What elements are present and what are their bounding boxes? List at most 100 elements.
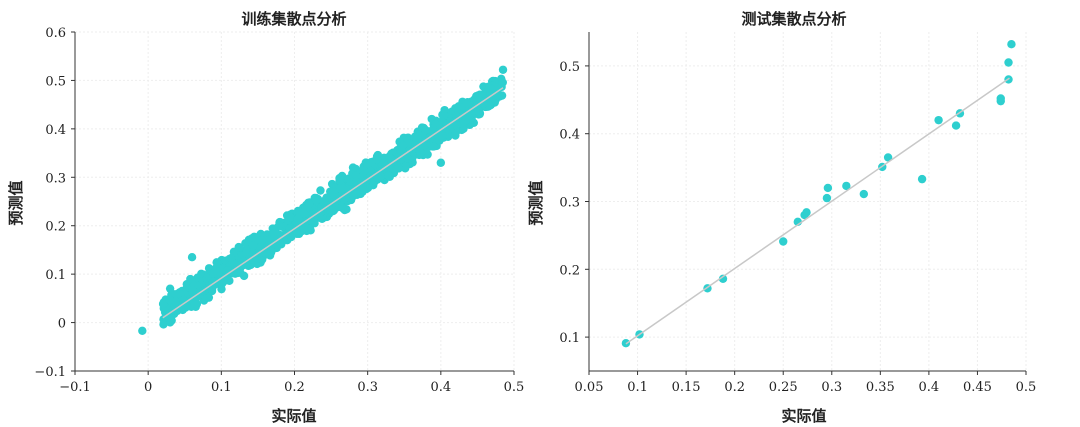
test-point [917,174,927,184]
train-reference-line-group [162,87,504,319]
test-grid [588,32,1027,371]
train-point [403,154,412,163]
test-point [1007,40,1016,49]
train-y-tick-label-2: 0.1 [45,268,66,283]
train-point [257,235,267,245]
test-chart-title: 测试集散点分析 [741,10,846,28]
train-point [338,184,348,193]
train-point [167,316,176,325]
test-points-group [621,40,1016,348]
train-point [165,284,175,293]
test-ticks: 0.05 0.1 0.15 0.2 0.25 0.3 0.35 0.4 0.45 0.5 0.1 0.… [559,60,1036,395]
train-point [421,125,430,135]
train-point [410,133,420,142]
train-point [359,166,369,176]
train-point [385,153,395,162]
train-point [484,84,494,93]
train-point [335,176,344,185]
train-point [438,130,447,140]
train-point [351,171,361,180]
test-x-tick-label-0: 0.05 [575,380,604,395]
train-point [498,78,507,87]
train-point [316,186,325,195]
test-y-tick-label-4: 0.5 [559,60,580,75]
test-point [823,183,833,193]
train-x-tick-label-1: 0 [144,380,152,395]
test-x-tick-label-6: 0.35 [866,380,895,395]
train-point [241,239,250,248]
test-reference-line-group [625,77,1010,345]
train-ticks: −0.1 0 0.1 0.2 0.3 0.4 0.5 −0.1 0 0.1 0.2 0.3 0.4 0.5… [34,26,524,395]
test-x-tick-label-4: 0.25 [769,380,798,395]
train-x-tick-label-0: −0.1 [59,380,91,395]
test-x-tick-label-5: 0.3 [821,380,842,395]
train-y-tick-label-4: 0.3 [45,171,66,186]
test-point [718,274,728,283]
test-point [934,115,943,125]
test-point [859,189,869,199]
train-point [178,295,187,304]
test-point [951,121,961,130]
train-point [138,326,147,336]
train-point [229,268,238,277]
test-point [1004,58,1013,67]
train-point [158,299,168,309]
train-point [498,65,508,74]
train-point [351,177,361,187]
train-point [416,148,425,157]
train-point [401,162,410,171]
train-point [348,163,358,172]
train-grid [74,31,515,372]
train-y-tick-label-7: 0.6 [45,26,66,41]
train-point [199,296,209,305]
train-point [293,214,303,224]
test-x-axis-label: 实际值 [781,407,826,425]
train-point [451,131,460,140]
train-point [306,216,315,225]
test-x-tick-label-9: 0.5 [1016,380,1037,395]
train-scatter-panel: 训练集散点分析 实际值 预测值 −0.1 0 0.1 0.2 0.3 0.4 0.5−0.1… [7,10,524,425]
train-x-tick-label-3: 0.2 [284,380,305,395]
train-point [165,295,174,305]
train-x-tick-label-5: 0.4 [430,380,451,395]
train-point [187,252,197,262]
train-y-tick-label-1: 0 [58,317,66,332]
train-point [373,173,383,182]
train-y-tick-label-6: 0.5 [45,74,66,89]
test-x-tick-label-8: 0.45 [963,380,992,395]
train-x-tick-label-4: 0.3 [357,380,378,395]
test-scatter-panel: 测试集散点分析 实际值 预测值 0.05 0.1 0.15 0.2 0.25 0.3 0.3… [527,10,1036,425]
test-y-axis-label: 预测值 [527,180,545,225]
train-y-tick-label-3: 0.2 [45,220,66,235]
train-point [462,99,472,108]
train-point [226,254,236,263]
test-x-tick-label-7: 0.4 [919,380,940,395]
train-x-axis-label: 实际值 [271,407,316,425]
train-point [436,158,446,167]
train-point [217,284,226,294]
test-reference-line [625,77,1010,345]
test-point [842,181,851,191]
test-point [996,94,1005,103]
test-y-tick-label-2: 0.3 [559,196,580,211]
train-point [394,164,403,173]
train-point [381,161,390,170]
train-point [319,196,329,206]
train-y-tick-label-5: 0.4 [45,123,66,138]
train-point [192,299,202,309]
train-point [230,260,239,269]
train-reference-line [162,87,504,319]
train-point [326,187,336,197]
test-point [779,237,788,246]
train-point [429,142,438,151]
train-point [474,107,484,117]
train-point [188,285,198,295]
train-point [384,171,393,180]
train-point [159,320,168,329]
test-x-tick-label-1: 0.1 [627,380,648,395]
train-point [358,187,367,196]
test-point [822,193,832,203]
train-point [311,196,321,205]
train-point [248,241,258,250]
